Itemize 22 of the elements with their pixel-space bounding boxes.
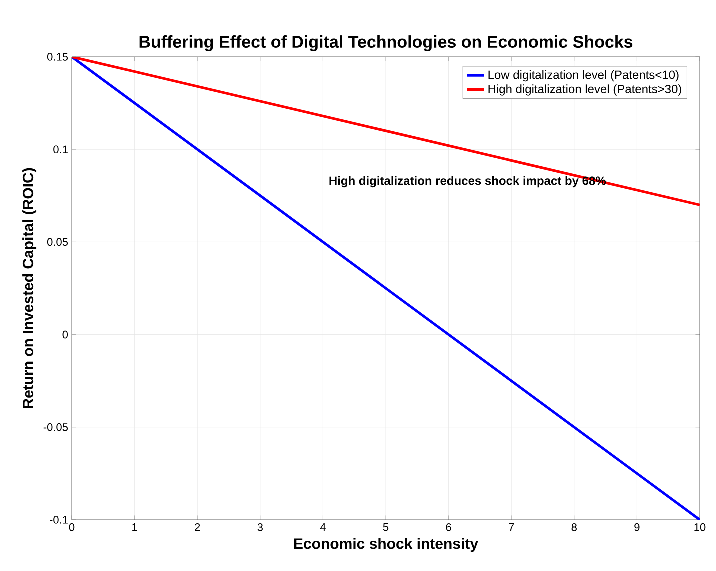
x-tick-label: 6 [446, 524, 452, 532]
x-axis-title: Economic shock intensity [294, 538, 478, 552]
chart-title: Buffering Effect of Digital Technologies on Economic Shocks [140, 36, 633, 52]
y-tick-label: 0.1 [54, 146, 68, 154]
x-tick-label: 0 [69, 524, 75, 532]
y-axis-title: Return on Invested Capital (ROIC) [22, 168, 37, 408]
x-tick-label: 5 [383, 524, 389, 532]
y-tick-label: -0.1 [50, 516, 68, 524]
x-tick-label: 7 [509, 524, 514, 532]
legend-label: High digitalization level (Patents>30) [488, 84, 682, 96]
y-tick-label: 0 [62, 330, 68, 339]
y-tick-label: -0.05 [44, 424, 68, 432]
y-tick-label: 0.05 [47, 238, 68, 246]
y-tick-label: 0.15 [47, 53, 68, 61]
x-tick-label: 9 [634, 524, 640, 532]
x-tick-label: 1 [132, 524, 138, 532]
x-tick-label: 3 [258, 524, 263, 532]
x-tick-label: 10 [694, 524, 706, 532]
x-tick-label: 8 [572, 524, 577, 532]
x-tick-label: 2 [195, 524, 200, 532]
legend-label: Low digitalization level (Patents<10) [488, 70, 679, 82]
x-tick-label: 4 [320, 524, 326, 532]
